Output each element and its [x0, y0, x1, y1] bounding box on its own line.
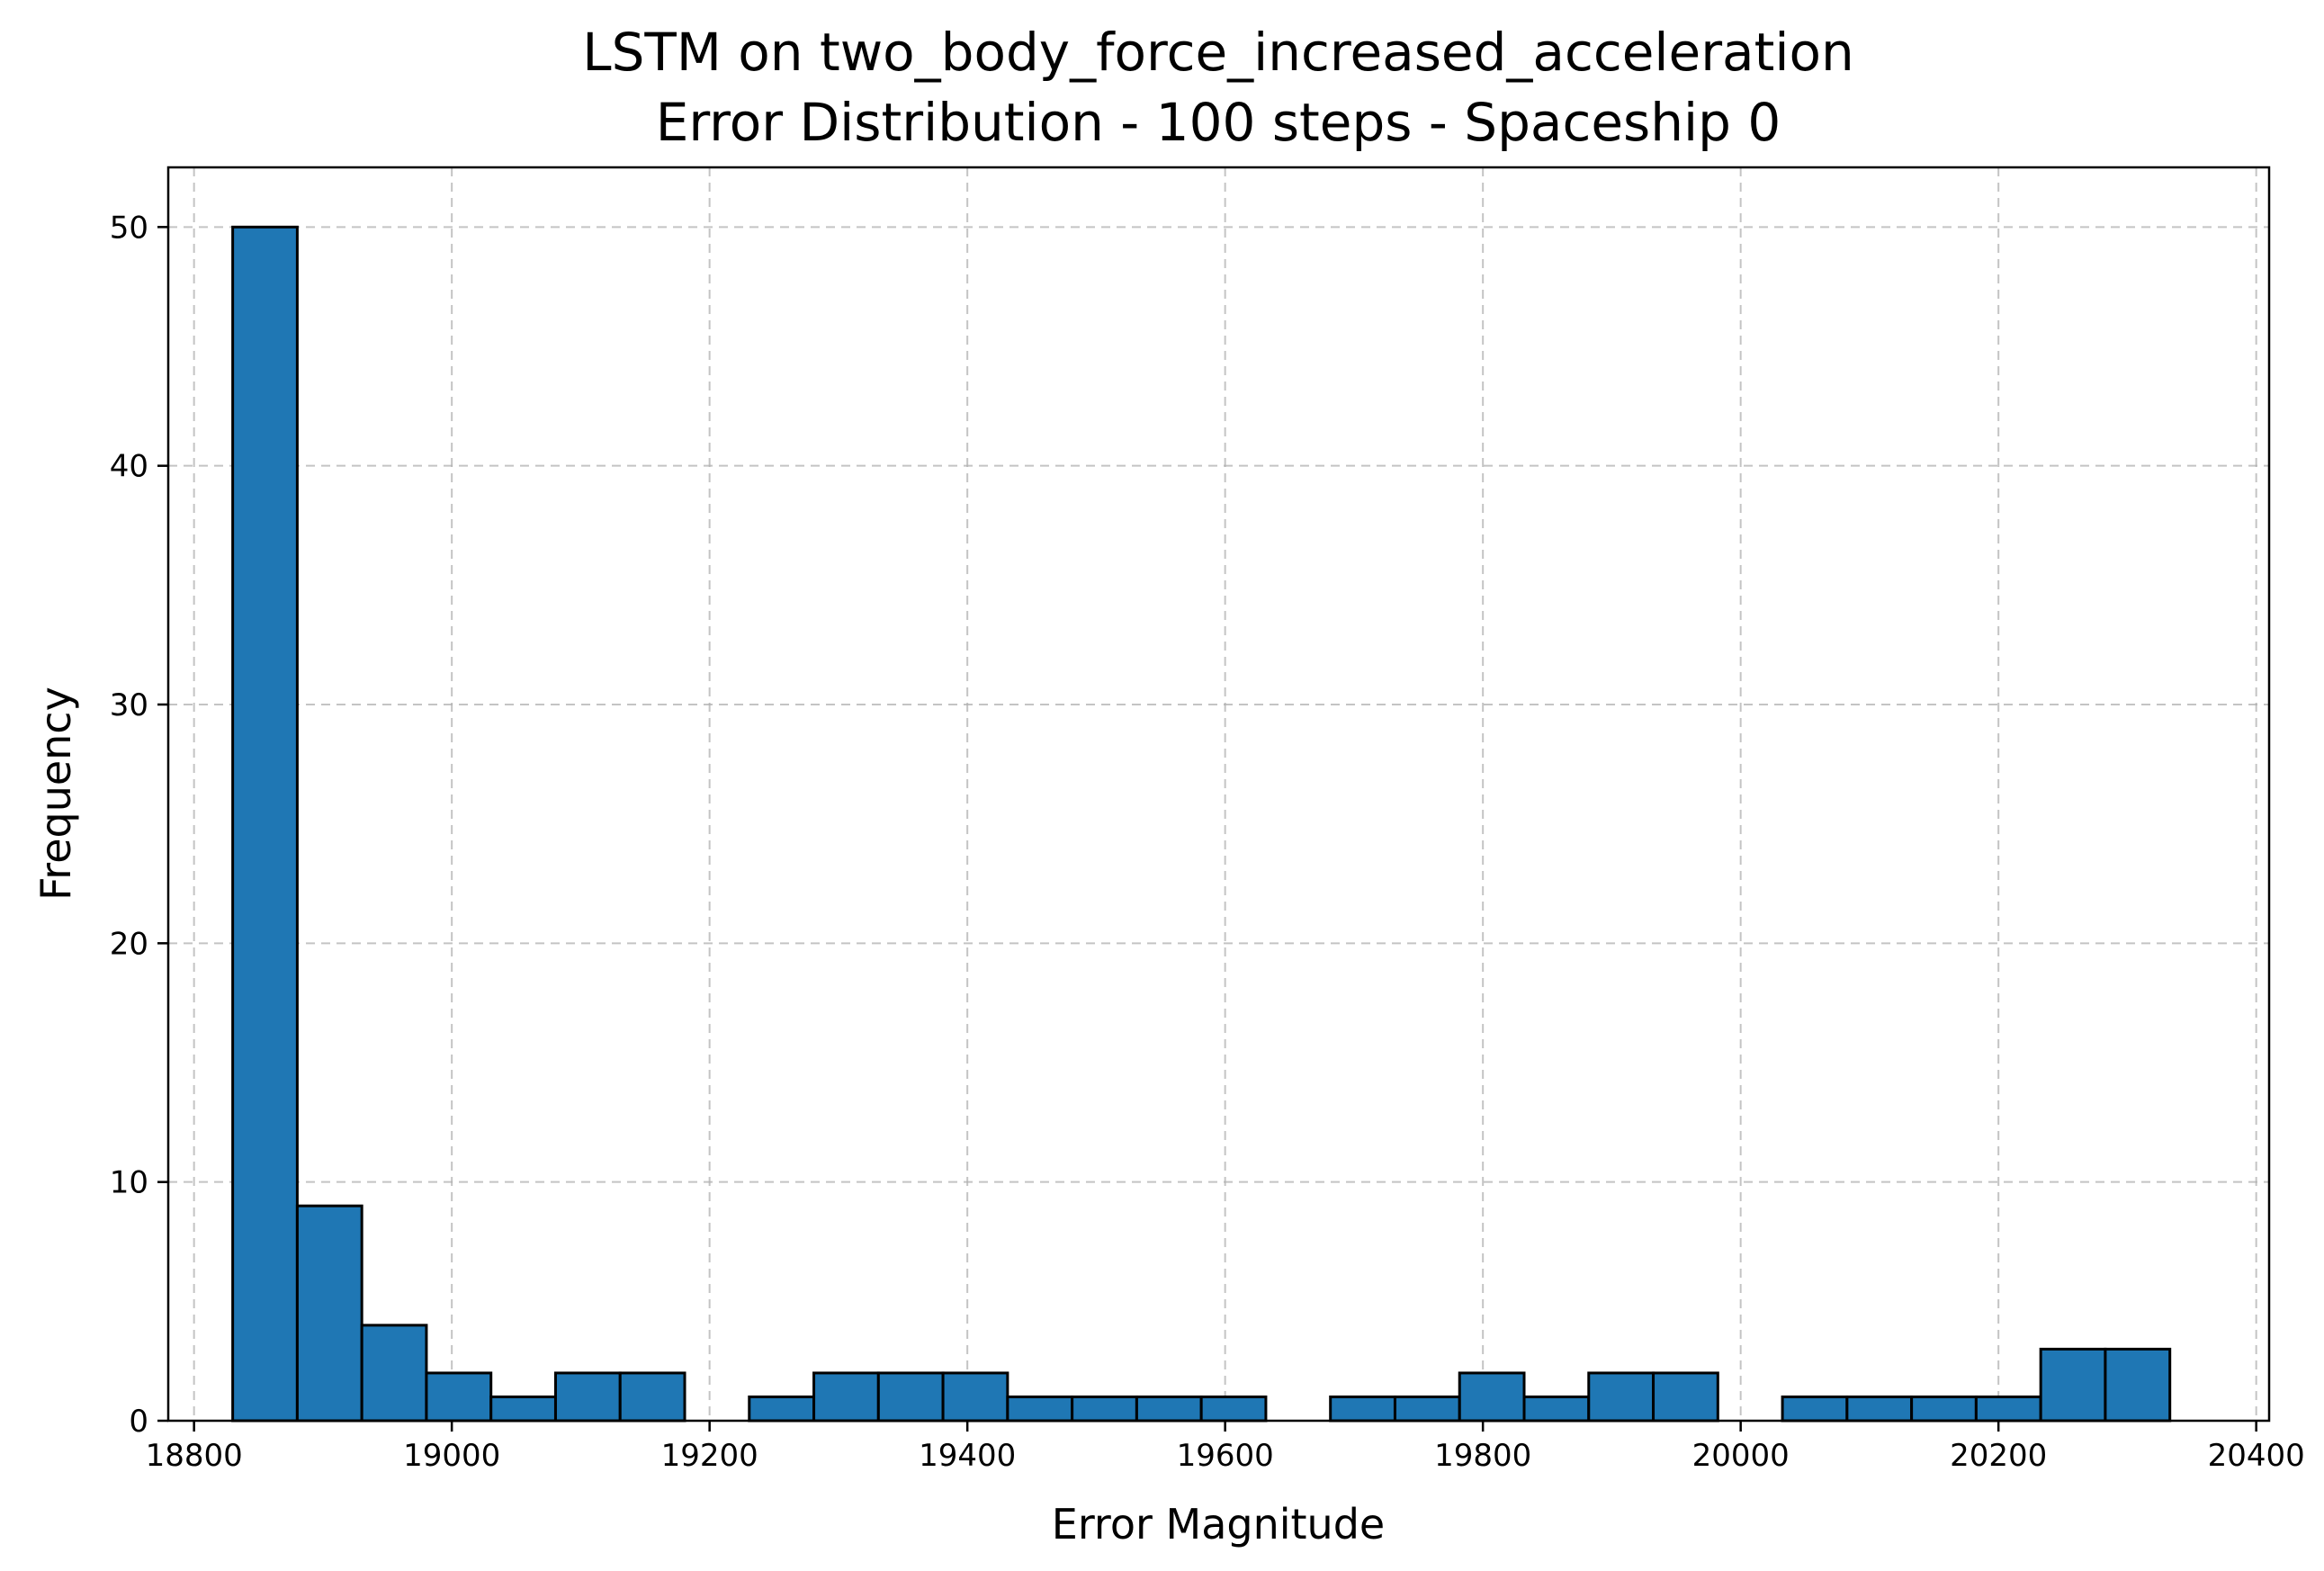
histogram-bar [618, 1371, 686, 1423]
grid [168, 167, 2269, 1422]
histogram-bar [295, 1204, 363, 1423]
y-axis-label: Frequency [31, 687, 80, 901]
histogram-bar [1006, 1395, 1074, 1423]
x-tick-label: 20000 [1692, 1438, 1790, 1474]
histogram-bar [1781, 1395, 1849, 1423]
y-tick-label: 30 [110, 687, 148, 723]
histogram-bar [1199, 1395, 1268, 1423]
x-axis-ticks: 18800 19000 19200 19400 19600 19800 20000 20200… [146, 1421, 2305, 1474]
histogram-bar [1458, 1371, 1526, 1423]
x-tick-label: 20400 [2208, 1438, 2305, 1474]
histogram-bar [231, 225, 299, 1423]
y-tick-label: 0 [129, 1404, 148, 1440]
x-axis-label: Error Magnitude [1052, 1500, 1385, 1549]
x-tick-label: 19200 [661, 1438, 758, 1474]
histogram-bar [489, 1395, 557, 1423]
x-tick-label: 19000 [403, 1438, 500, 1474]
histogram-bar [1845, 1395, 1914, 1423]
chart-title: LSTM on two_body_force_increased_acceler… [582, 22, 1853, 83]
plot-frame [166, 166, 2271, 1423]
histogram-bar [1393, 1395, 1461, 1423]
y-tick-label: 50 [110, 210, 148, 246]
histogram-bar [748, 1395, 816, 1423]
x-tick-label: 18800 [146, 1438, 243, 1474]
bars [231, 225, 2172, 1423]
histogram-bar [1329, 1395, 1396, 1423]
histogram-bar [1071, 1395, 1138, 1423]
histogram-bar [425, 1371, 493, 1423]
histogram-bar [1910, 1395, 1978, 1423]
chart-subtitle: Error Distribution - 100 steps - Spacesh… [656, 92, 1781, 153]
x-tick-label: 19400 [919, 1438, 1016, 1474]
y-tick-label: 20 [110, 926, 148, 962]
histogram-bar [876, 1371, 945, 1423]
x-tick-label: 19800 [1434, 1438, 1531, 1474]
histogram-bar [1974, 1395, 2042, 1423]
histogram-bar [2039, 1347, 2107, 1423]
histogram-bar [1652, 1371, 1719, 1423]
x-tick-label: 20200 [1950, 1438, 2047, 1474]
histogram-bar [1587, 1371, 1656, 1423]
histogram-bar [553, 1371, 622, 1423]
histogram-bar [2104, 1347, 2172, 1423]
histogram-bar [812, 1371, 880, 1423]
histogram-bar [941, 1371, 1009, 1423]
x-tick-label: 19600 [1177, 1438, 1274, 1474]
histogram-bar [1522, 1395, 1591, 1423]
histogram-bar [360, 1324, 428, 1423]
y-axis-ticks: 0 10 20 30 40 50 [110, 210, 168, 1440]
y-tick-label: 40 [110, 449, 148, 485]
histogram-bar [1135, 1395, 1203, 1423]
y-tick-label: 10 [110, 1165, 148, 1201]
